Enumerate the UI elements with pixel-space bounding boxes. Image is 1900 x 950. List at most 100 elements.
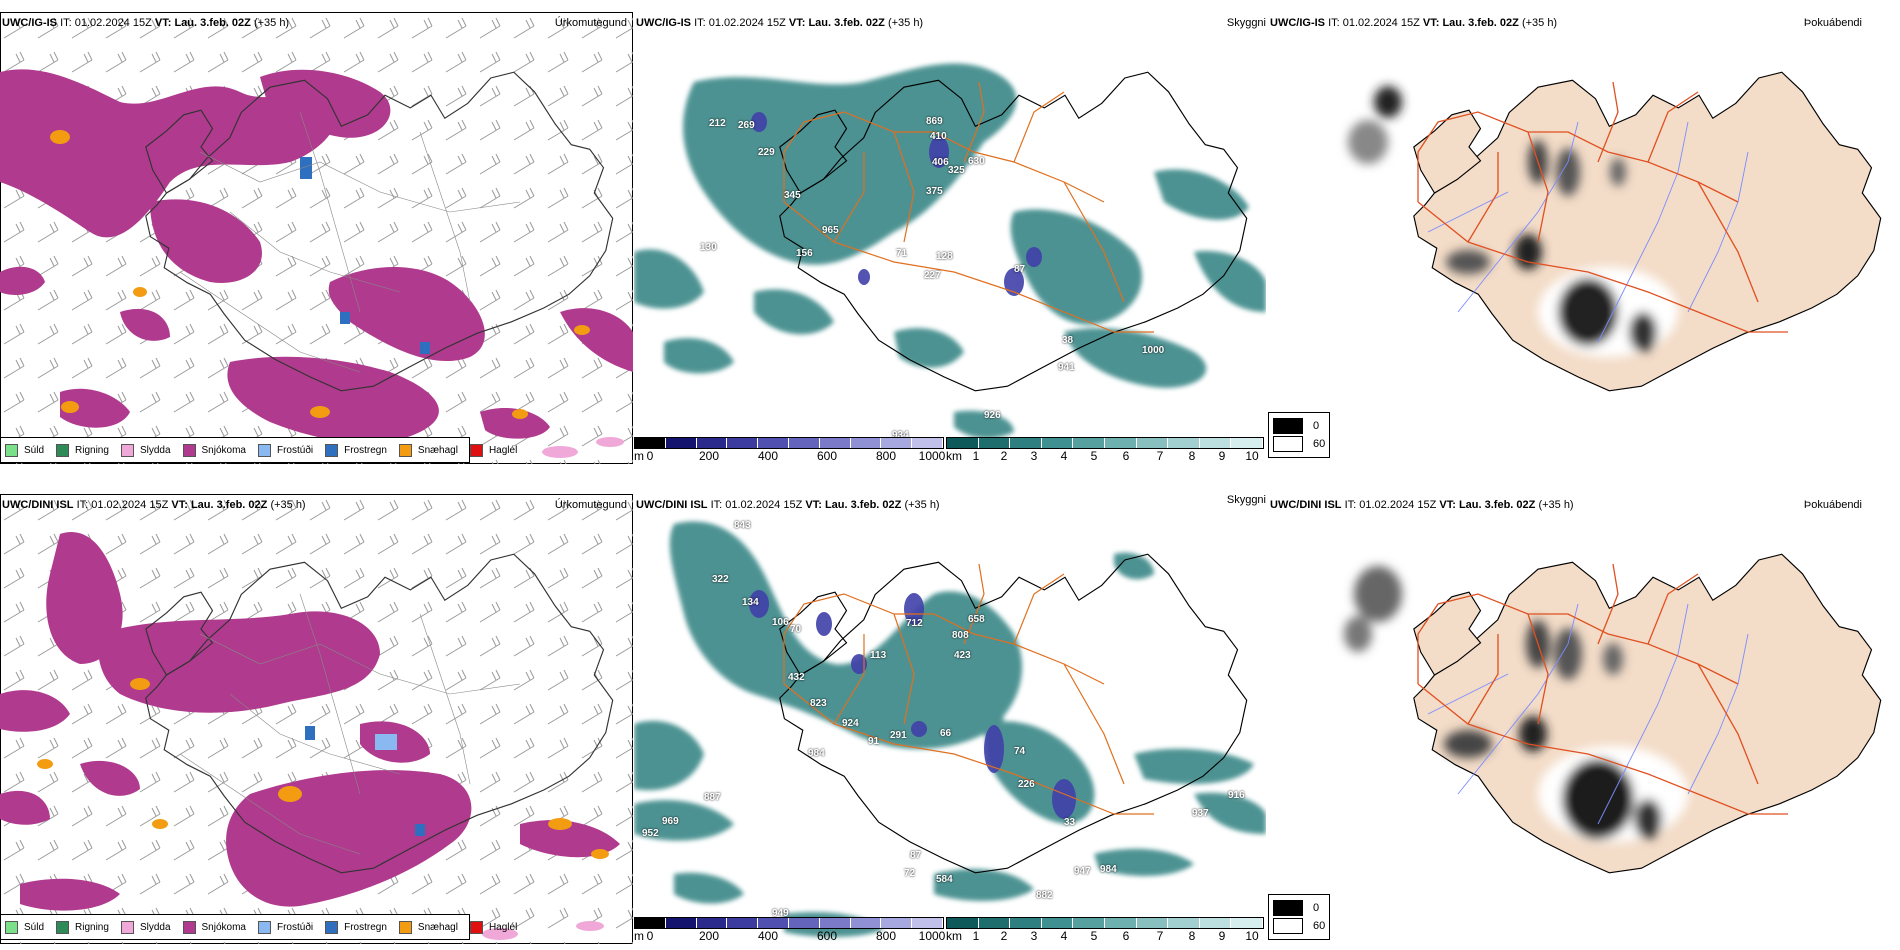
cloudbase-value: 947	[1074, 866, 1091, 877]
cloudbase-value: 926	[984, 410, 1001, 421]
cloudbase-value: 74	[1014, 746, 1026, 757]
visibility-unit: km	[946, 929, 962, 943]
legend-item: Snæhagl	[398, 443, 458, 457]
fog-map-panel-row1: UWC/IG-IS IT: 01.02.2024 15Z VT: Lau. 3.…	[1268, 12, 1900, 464]
cloudbase-value: 869	[926, 116, 943, 127]
fog-scale-value: 60	[1313, 438, 1326, 450]
visibility-map-panel-row1: UWC/IG-IS IT: 01.02.2024 15Z VT: Lau. 3.…	[634, 12, 1266, 464]
visibility-tick: 1	[972, 929, 980, 943]
fog-scale-value: 60	[1313, 920, 1326, 932]
cloudbase-value: 87	[910, 850, 922, 861]
cloudbase-value: 887	[704, 792, 721, 803]
cloudbase-value: 423	[954, 650, 971, 661]
cloudbase-value: 38	[1062, 335, 1074, 346]
cloudbase-value: 130	[700, 242, 717, 253]
precip-legend: Súld Rigning Slydda Snjókoma Frostúði Fr…	[0, 437, 517, 463]
legend-item: Snjókoma	[182, 443, 246, 457]
cloudbase-value: 227	[924, 270, 941, 281]
panel-title: Þokuábendi	[1803, 499, 1862, 511]
visibility-map-panel-row2: UWC/DINI ISL IT: 01.02.2024 15Z VT: Lau.…	[634, 494, 1266, 944]
precip-fields	[0, 69, 633, 443]
precip-map	[0, 494, 633, 944]
cloudbase-tick: 0	[646, 449, 654, 463]
visibility-map	[634, 63, 1266, 439]
legend-item: Snæhagl	[398, 920, 458, 934]
cloudbase-value: 630	[968, 156, 985, 167]
visibility-tick: 7	[1156, 929, 1164, 943]
visibility-tick: 6	[1122, 449, 1130, 463]
visibility-tick: 1	[972, 449, 980, 463]
panel-title: Úrkomutegund	[554, 17, 627, 29]
run-header: UWC/DINI ISL IT: 01.02.2024 15Z VT: Lau.…	[2, 499, 306, 511]
legend-item: Rigning	[56, 443, 109, 457]
cloudbase-value: 658	[968, 614, 985, 625]
cloudbase-value: 984	[1100, 864, 1117, 875]
cloudbase-value: 584	[936, 874, 953, 885]
cloudbase-value: 33	[1064, 817, 1076, 828]
cloudbase-value: 808	[952, 630, 969, 641]
legend-item: Frostregn	[325, 443, 387, 457]
legend-item: Snjókoma	[182, 920, 246, 934]
cloudbase-value: 322	[712, 574, 729, 585]
panel-title: Þokuábendi	[1803, 17, 1862, 29]
fog-scale-value: 0	[1313, 902, 1320, 914]
legend-item: Frostúði	[257, 443, 313, 457]
cloudbase-tick: 1000	[918, 929, 946, 943]
visibility-tick: 10	[1245, 929, 1259, 943]
legend-item: Súld	[5, 920, 44, 934]
panel-title: Úrkomutegund	[554, 499, 627, 511]
cloudbase-value: 924	[842, 718, 859, 729]
cloudbase-value: 843	[734, 520, 751, 531]
visibility-tick: 4	[1060, 929, 1068, 943]
visibility-tick: 9	[1218, 449, 1226, 463]
visibility-tick: 2	[1000, 449, 1008, 463]
fog-scale: 0 60	[1268, 894, 1331, 940]
visibility-tick: 3	[1030, 449, 1038, 463]
run-header: UWC/IG-IS IT: 01.02.2024 15Z VT: Lau. 3.…	[2, 17, 290, 29]
visibility-tick: 7	[1156, 449, 1164, 463]
legend-item: Rigning	[56, 920, 109, 934]
visibility-colorbar-swatches	[946, 917, 1264, 929]
cloudbase-value: 410	[930, 131, 947, 142]
cloudbase-value: 156	[796, 248, 813, 259]
visibility-tick: 5	[1090, 449, 1098, 463]
legend-item: Súld	[5, 443, 44, 457]
legend-item: Frostúði	[257, 920, 313, 934]
visibility-colorbar-swatches	[946, 437, 1264, 449]
visibility-tick: 9	[1218, 929, 1226, 943]
cloudbase-value: 712	[906, 618, 923, 629]
legend-item: Slydda	[120, 443, 171, 457]
visibility-tick: 4	[1060, 449, 1068, 463]
legend-item: Slydda	[120, 920, 171, 934]
cloudbase-value: 969	[662, 816, 679, 827]
cloudbase-value: 70	[790, 624, 802, 635]
cloudbase-value: 291	[890, 730, 907, 741]
cloudbase-value: 823	[810, 698, 827, 709]
cloudbase-tick: 600	[816, 929, 838, 943]
cloudbase-value: 71	[896, 248, 908, 259]
visibility-tick: 5	[1090, 929, 1098, 943]
cloudbase-value: 984	[808, 748, 825, 759]
cloudbase-value: 134	[742, 597, 759, 608]
cloudbase-colorbar: m 0 200 400 600 800 1000	[634, 917, 946, 943]
cloudbase-colorbar-swatches	[634, 437, 944, 449]
cloudbase-value: 934	[892, 430, 909, 441]
visibility-unit: km	[946, 449, 962, 463]
legend-item: Frostregn	[325, 920, 387, 934]
cloudbase-value: 432	[788, 672, 805, 683]
panel-title: Skyggni	[1226, 494, 1266, 506]
cloudbase-tick: 1000	[918, 449, 946, 463]
cloudbase-unit: m	[634, 929, 644, 943]
cloudbase-tick: 200	[698, 449, 720, 463]
run-header: UWC/DINI ISL IT: 01.02.2024 15Z VT: Lau.…	[636, 499, 940, 511]
fog-scale: 0 60	[1268, 412, 1331, 458]
cloudbase-colorbar-swatches	[634, 917, 944, 929]
fog-map	[1344, 553, 1882, 874]
fog-scale-value: 0	[1313, 420, 1320, 432]
cloudbase-tick: 800	[875, 929, 897, 943]
cloudbase-tick: 0	[646, 929, 654, 943]
legend-item: Haglél	[469, 920, 517, 934]
cloudbase-value: 325	[948, 165, 965, 176]
visibility-tick: 6	[1122, 929, 1130, 943]
cloudbase-value: 882	[1036, 890, 1053, 901]
